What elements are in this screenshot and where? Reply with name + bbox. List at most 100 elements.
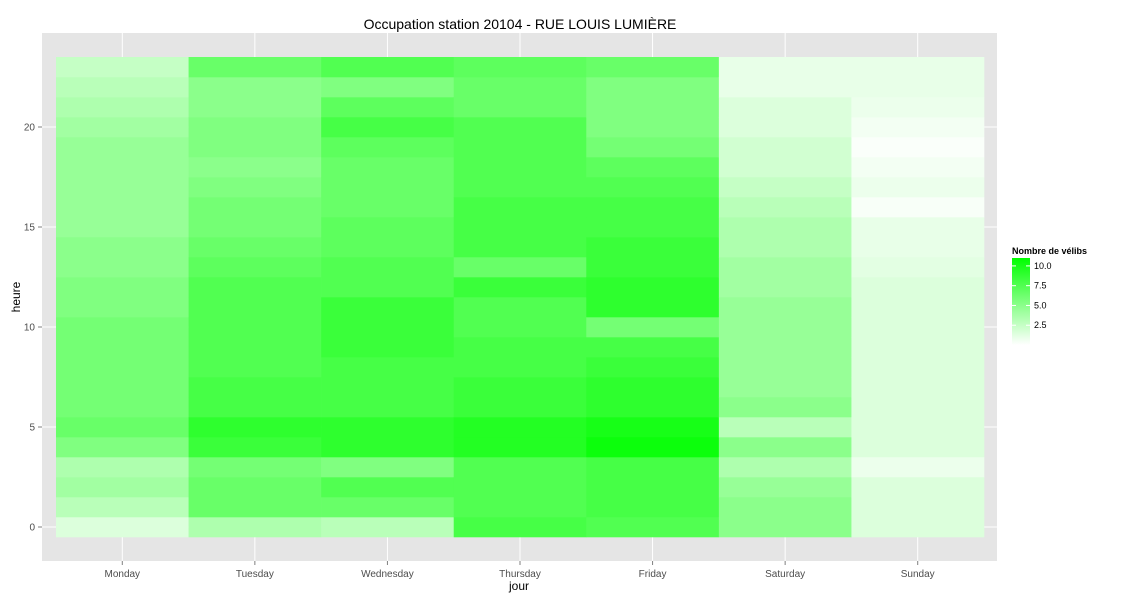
heatmap-cell <box>586 517 720 538</box>
legend-ticks: 2.5 5.0 7.5 10.0 <box>1012 261 1052 330</box>
chart-title: Occupation station 20104 - RUE LOUIS LUM… <box>364 16 677 32</box>
heatmap-cell <box>56 117 189 138</box>
heatmap-cell <box>321 397 455 418</box>
heatmap-cell <box>321 97 455 118</box>
heatmap-cell <box>586 257 720 278</box>
heatmap-cell <box>56 497 189 518</box>
heatmap-cell <box>56 317 189 338</box>
heatmap-cell <box>453 97 587 118</box>
heatmap-cell <box>188 417 322 438</box>
heatmap-cell <box>56 257 189 278</box>
heatmap-cell <box>321 117 455 138</box>
heatmap-cell <box>453 217 587 238</box>
heatmap-cell <box>188 477 322 498</box>
heatmap-cell <box>453 297 587 318</box>
heatmap-cell <box>718 497 852 518</box>
heatmap-cell <box>851 117 985 138</box>
heatmap-cell <box>453 257 587 278</box>
heatmap-cell <box>851 277 985 298</box>
heatmap-cell <box>56 197 189 218</box>
heatmap-cell <box>718 417 852 438</box>
heatmap-cell <box>718 517 852 538</box>
heatmap-cell <box>453 497 587 518</box>
legend-tick-label: 2.5 <box>1034 320 1047 330</box>
heatmap-cell <box>188 437 322 458</box>
x-tick-label: Tuesday <box>236 569 274 580</box>
heatmap-cell <box>56 397 189 418</box>
heatmap-cell <box>321 317 455 338</box>
heatmap-cell <box>321 77 455 98</box>
heatmap-cell <box>321 437 455 458</box>
heatmap-cell <box>718 157 852 178</box>
heatmap-cell <box>453 357 587 378</box>
heatmap-cell <box>188 317 322 338</box>
heatmap-cell <box>586 497 720 518</box>
heatmap-cell <box>718 437 852 458</box>
heatmap-cell <box>453 177 587 198</box>
x-tick-label: Sunday <box>901 569 935 580</box>
heatmap-cell <box>586 477 720 498</box>
y-tick-label: 0 <box>29 523 35 534</box>
heatmap-cell <box>718 337 852 358</box>
heatmap-cell <box>56 377 189 398</box>
heatmap-cell <box>453 477 587 498</box>
heatmap-cell <box>586 157 720 178</box>
heatmap-cell <box>188 297 322 318</box>
heatmap-cell <box>586 217 720 238</box>
heatmap-cell <box>718 317 852 338</box>
heatmap-cell <box>851 237 985 258</box>
heatmap-cell <box>586 177 720 198</box>
heatmap-cell <box>586 457 720 478</box>
heatmap-cell <box>56 297 189 318</box>
heatmap-cell <box>586 417 720 438</box>
heatmap-cell <box>56 477 189 498</box>
heatmap-cell <box>851 197 985 218</box>
heatmap-cell <box>321 417 455 438</box>
heatmap-cell <box>718 57 852 78</box>
heatmap-cell <box>188 97 322 118</box>
heatmap-cell <box>851 457 985 478</box>
heatmap-cell <box>586 137 720 158</box>
heatmap-cell <box>718 377 852 398</box>
heatmap-cell <box>321 157 455 178</box>
heatmap-cell <box>56 57 189 78</box>
heatmap-cell <box>188 257 322 278</box>
heatmap-cell <box>188 277 322 298</box>
heatmap-cell <box>453 457 587 478</box>
y-tick-label: 15 <box>24 223 36 234</box>
color-legend: Nombre de vélibs 2.5 5.0 7.5 10.0 <box>1012 246 1087 345</box>
heatmap-cell <box>453 197 587 218</box>
heatmap-cell <box>188 497 322 518</box>
heatmap-cell <box>56 457 189 478</box>
heatmap-cell <box>188 137 322 158</box>
x-tick-label: Monday <box>104 569 140 580</box>
heatmap-cell <box>188 237 322 258</box>
heatmap-cell <box>453 277 587 298</box>
heatmap-cell <box>321 217 455 238</box>
heatmap-cell <box>718 97 852 118</box>
heatmap-cell <box>321 497 455 518</box>
heatmap-cell <box>321 357 455 378</box>
heatmap-cell <box>718 257 852 278</box>
heatmap-cell <box>453 237 587 258</box>
y-axis-title: heure <box>9 281 23 312</box>
heatmap-cell <box>321 197 455 218</box>
heatmap-cell <box>188 177 322 198</box>
heatmap-cell <box>188 197 322 218</box>
heatmap-cell <box>56 277 189 298</box>
heatmap-cell <box>453 377 587 398</box>
y-tick-label: 20 <box>24 123 36 134</box>
heatmap-cell <box>718 137 852 158</box>
heatmap-cell <box>718 357 852 378</box>
heatmap-cell <box>586 297 720 318</box>
heatmap-cell <box>188 157 322 178</box>
heatmap-cell <box>718 217 852 238</box>
heatmap-cell <box>851 517 985 538</box>
heatmap-cell <box>321 177 455 198</box>
x-tick-label: Thursday <box>499 569 541 580</box>
heatmap-cell <box>586 357 720 378</box>
heatmap-cell <box>321 57 455 78</box>
heatmap-cell <box>56 77 189 98</box>
heatmap-cell <box>453 517 587 538</box>
